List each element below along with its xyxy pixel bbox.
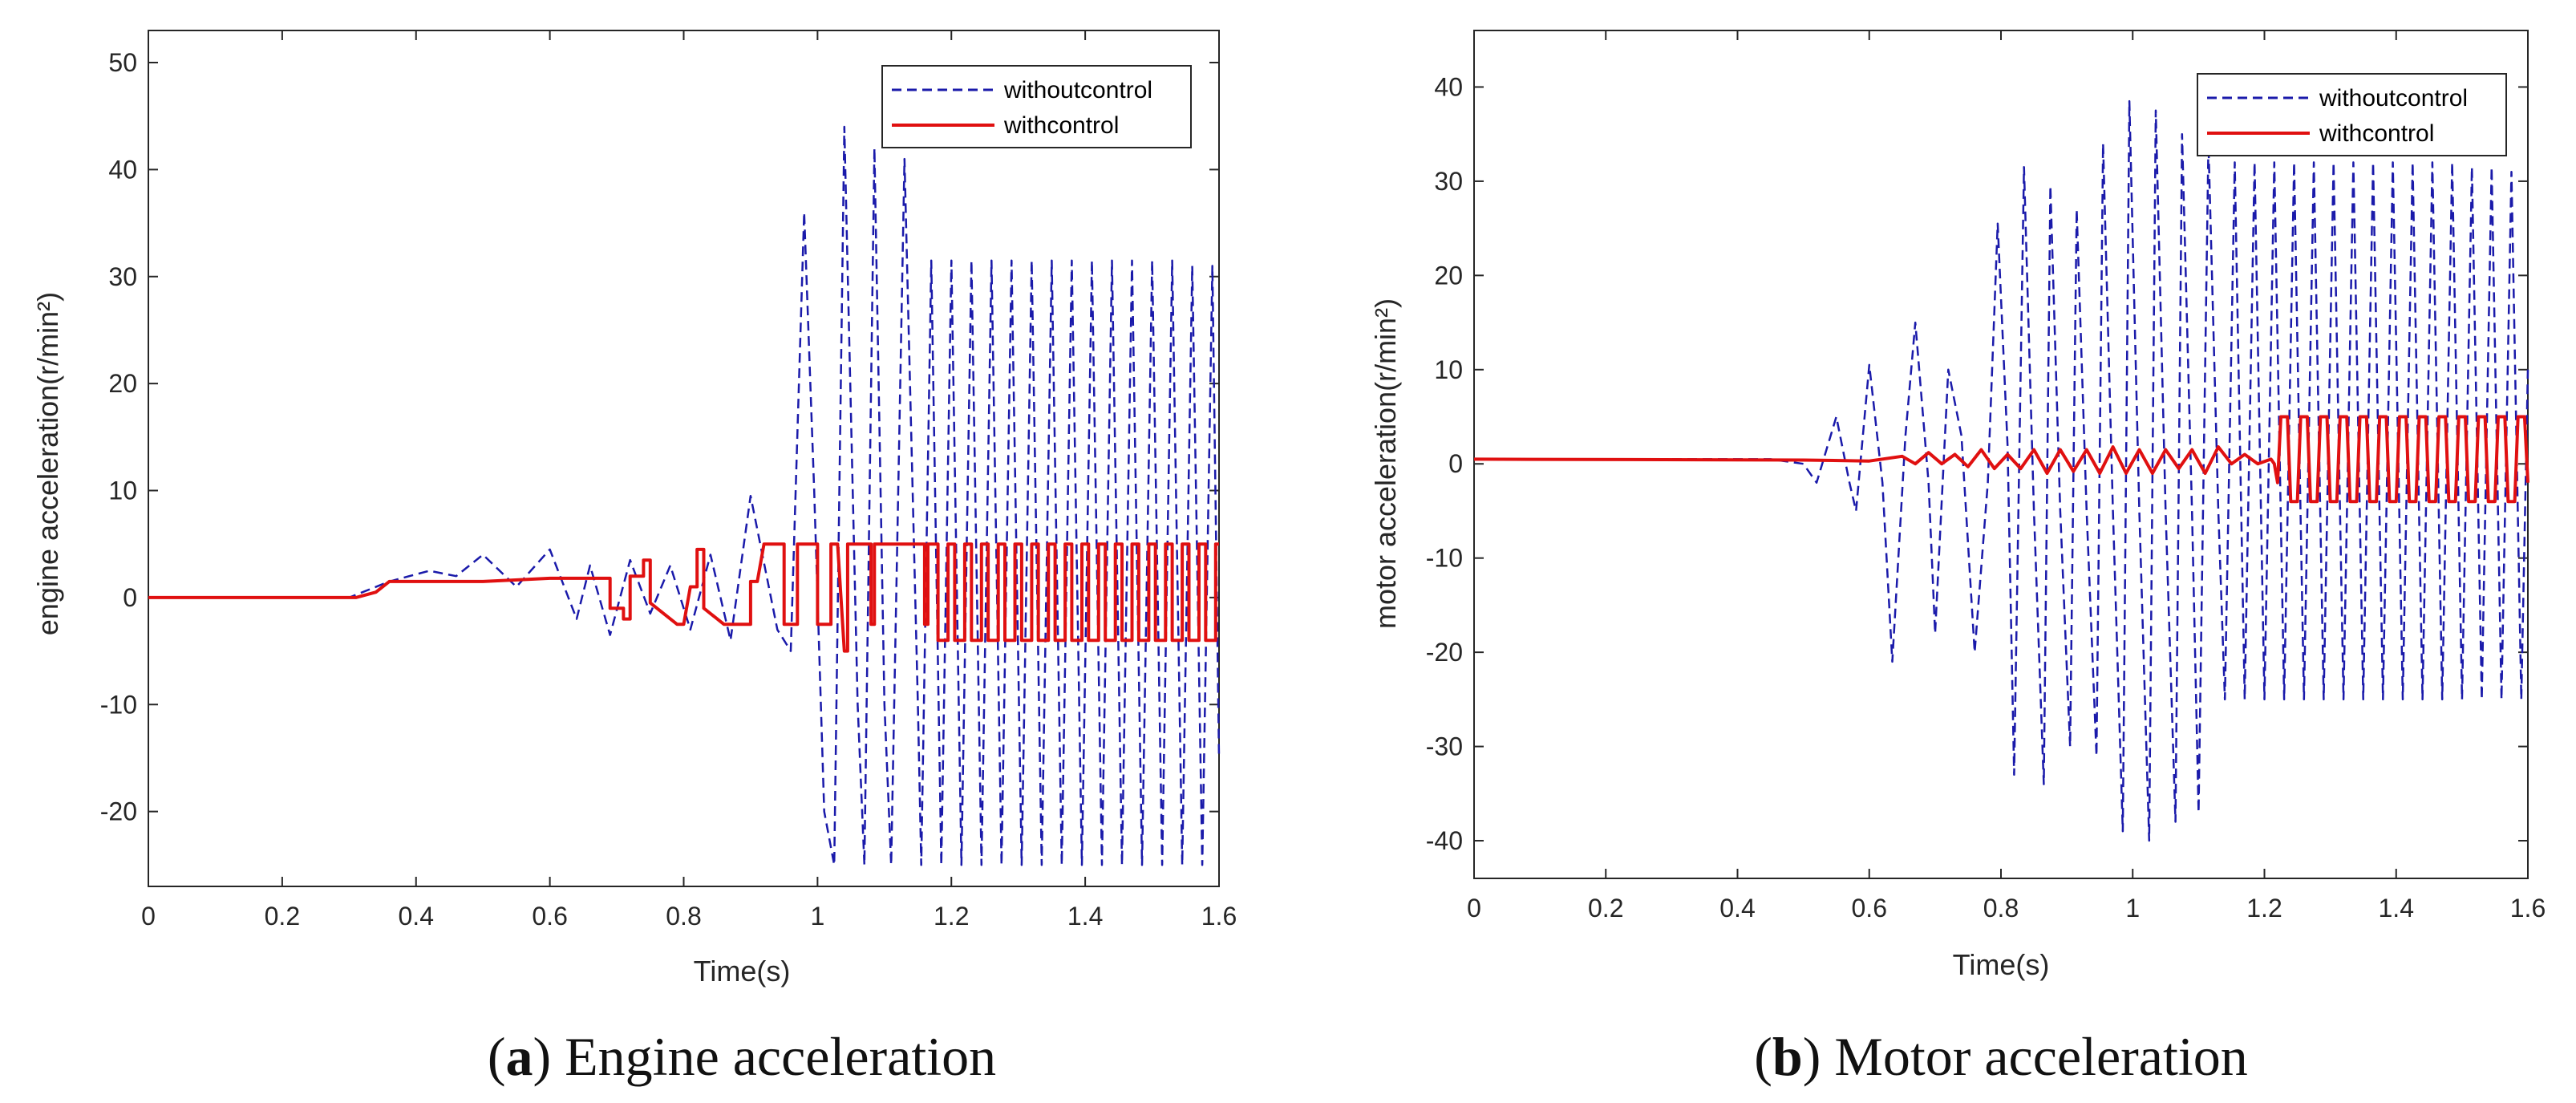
series-line-withcontrol-b (1473, 415, 2529, 504)
x-axis-label-b: Time(s) (1953, 948, 2050, 981)
caption-text-a: Engine acceleration (551, 1026, 996, 1087)
x-tick-label: 1.6 (2510, 894, 2546, 923)
y-tick-label: 40 (1434, 72, 1463, 101)
y-tick-label: -20 (100, 797, 137, 826)
series-line-withoutcontrol-a (148, 125, 1221, 866)
caption-letter-b: b (1772, 1026, 1803, 1087)
x-tick-label: 1.2 (2246, 894, 2282, 923)
y-tick-label: -30 (1426, 732, 1463, 761)
x-tick-label: 0.2 (1588, 894, 1623, 923)
caption-a: (a) Engine acceleration (488, 1026, 996, 1087)
caption-text-b: Motor acceleration (1821, 1026, 2247, 1087)
x-tick-label: 1 (810, 902, 824, 931)
plot-area-b (1473, 30, 2529, 879)
x-tick-label: 0.4 (1719, 894, 1755, 923)
x-tick-label: 0.2 (265, 902, 300, 931)
legend-box-b (2197, 73, 2507, 156)
legend-box-a (881, 65, 1192, 148)
y-tick-label: 40 (108, 155, 137, 184)
y-tick-label: -10 (100, 690, 137, 719)
y-axis-label-a: engine acceleration(r/min²) (31, 292, 64, 635)
axes-box-a (148, 30, 1220, 887)
y-tick-label: 10 (1434, 355, 1463, 384)
x-tick-label: 1 (2125, 894, 2140, 923)
y-tick-label: -40 (1426, 826, 1463, 855)
y-tick-label: 10 (108, 476, 137, 505)
x-tick-label: 1.2 (934, 902, 969, 931)
lines-a (148, 125, 1221, 866)
y-tick-label: 50 (108, 48, 137, 77)
x-tick-label: 0 (1467, 894, 1481, 923)
legend-label-with-b: withcontrol (2319, 120, 2434, 147)
x-tick-label: 0.8 (666, 902, 701, 931)
legend-label-without-a: withoutcontrol (1003, 77, 1152, 103)
x-tick-label: 0 (141, 902, 156, 931)
x-tick-label: 0.8 (1983, 894, 2019, 923)
x-axis-label-a: Time(s) (694, 955, 791, 987)
x-tick-label: 1.4 (1067, 902, 1103, 931)
x-tick-label: 0.6 (532, 902, 567, 931)
y-tick-label: 0 (1448, 449, 1463, 478)
legend-a: withoutcontrol withcontrol (881, 65, 1192, 148)
x-tick-label: 0.4 (399, 902, 434, 931)
series-line-withcontrol-a (148, 542, 1219, 653)
legend-label-with-a: withcontrol (1003, 112, 1119, 139)
x-tick-label: 1.4 (2379, 894, 2414, 923)
y-tick-label: 30 (108, 262, 137, 291)
y-tick-label: -20 (1426, 638, 1463, 667)
ticks-a: 0 0.2 0.4 0.6 0.8 1 1.2 1.4 1.6 -20 -10 0 10 20 30 40 50 (100, 30, 1237, 931)
axes-box-b (1473, 30, 2529, 879)
caption-b: (b) Motor acceleration (1754, 1026, 2248, 1087)
lines-b (1473, 99, 2529, 842)
y-tick-label: 30 (1434, 167, 1463, 196)
plot-area-a (148, 30, 1220, 887)
y-tick-label: -10 (1426, 544, 1463, 573)
y-axis-label-b: motor acceleration(r/min²) (1369, 298, 1402, 629)
legend-b: withoutcontrol withcontrol (2197, 73, 2507, 156)
caption-letter-a: a (505, 1026, 533, 1087)
ticks-b: 0 0.2 0.4 0.6 0.8 1 1.2 1.4 1.6 -40 -30 -20 -10 0 10 20… (1426, 30, 2546, 923)
panel-engine-acceleration: 0 0.2 0.4 0.6 0.8 1 1.2 1.4 1.6 -20 -10 0 10 20 30 40 50… (31, 30, 1237, 1087)
x-tick-label: 0.6 (1852, 894, 1887, 923)
series-line-withoutcontrol-b (1474, 99, 2529, 842)
x-tick-label: 1.6 (1201, 902, 1237, 931)
y-tick-label: 20 (108, 369, 137, 398)
legend-label-without-b: withoutcontrol (2319, 85, 2468, 112)
panel-motor-acceleration: 0 0.2 0.4 0.6 0.8 1 1.2 1.4 1.6 -40 -30 -20 -10 0 10 20… (1369, 30, 2546, 1087)
y-tick-label: 20 (1434, 261, 1463, 290)
y-tick-label: 0 (123, 583, 137, 612)
